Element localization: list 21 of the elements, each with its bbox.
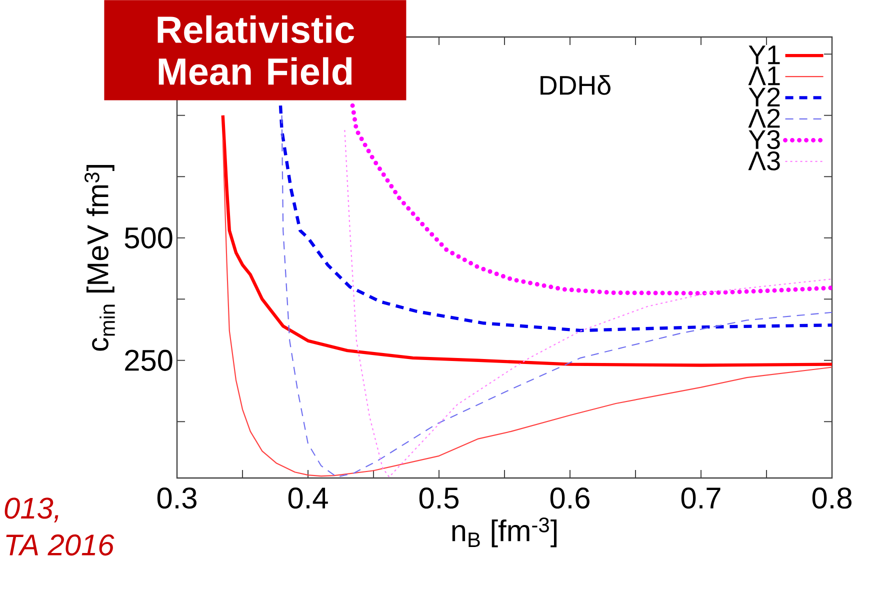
text: 013, [4,498,58,522]
legend-label: Y2 [748,88,780,106]
legend-label: Λ3 [748,151,780,170]
legend-label: Λ2 [748,108,780,128]
line-series [344,130,832,478]
x-tick-label: 0.8 [812,488,852,509]
x-tick-label: 0.7 [681,488,720,509]
y-axis-title: c$_{min}$ [MeV fm$^{3}$] [84,165,115,351]
x-axis-title: n$_{B}$ [fm$^{-3}$] [452,518,557,548]
annotation: DDHδ [540,75,610,95]
x-tick-label: 0.6 [550,488,590,509]
y-tick-label: 500 [124,227,172,248]
x-tick-label: 0.4 [288,488,328,509]
legend-label: Y1 [748,46,780,64]
text: TA 2016 [6,534,114,556]
y-tick-label: 250 [125,350,172,371]
annotation: Relativistic Mean Field [158,15,354,86]
legend-label: Y3 [748,130,780,150]
x-tick-label: 0.3 [157,488,196,509]
x-tick-label: 0.5 [419,488,459,509]
legend-label: Λ1 [748,66,780,86]
